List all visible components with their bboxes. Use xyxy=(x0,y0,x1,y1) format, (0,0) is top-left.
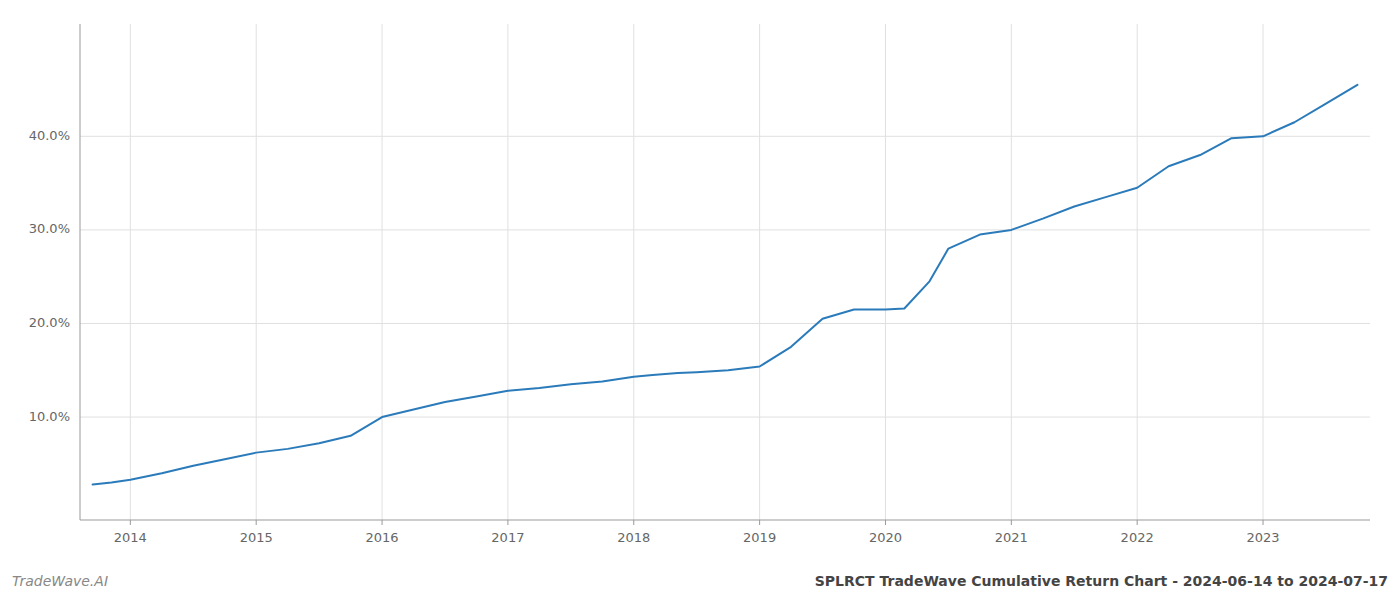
x-tick-label: 2016 xyxy=(366,530,399,545)
y-tick-label: 40.0% xyxy=(29,128,70,143)
x-axis-line xyxy=(80,520,1370,521)
x-tick-label: 2021 xyxy=(995,530,1028,545)
x-grid-line xyxy=(633,24,634,520)
y-tick-label: 10.0% xyxy=(29,409,70,424)
x-grid-line xyxy=(1137,24,1138,520)
x-tick-label: 2018 xyxy=(617,530,650,545)
x-grid-line xyxy=(1011,24,1012,520)
grid xyxy=(80,24,1370,520)
y-tick-label: 20.0% xyxy=(29,315,70,330)
x-tick-label: 2023 xyxy=(1246,530,1279,545)
x-tick xyxy=(507,520,508,525)
x-grid-line xyxy=(382,24,383,520)
x-grid-line xyxy=(507,24,508,520)
x-grid-line xyxy=(256,24,257,520)
y-grid-line xyxy=(80,136,1370,137)
y-grid-line xyxy=(80,417,1370,418)
x-tick xyxy=(1137,520,1138,525)
x-grid-line xyxy=(759,24,760,520)
watermark: TradeWave.AI xyxy=(12,573,108,589)
x-tick xyxy=(130,520,131,525)
x-tick xyxy=(885,520,886,525)
x-tick xyxy=(759,520,760,525)
x-grid-line xyxy=(885,24,886,520)
data-group xyxy=(93,85,1358,485)
y-grid-line xyxy=(80,229,1370,230)
x-tick xyxy=(1011,520,1012,525)
x-tick-label: 2019 xyxy=(743,530,776,545)
x-grid-line xyxy=(1263,24,1264,520)
x-tick xyxy=(256,520,257,525)
x-tick-label: 2015 xyxy=(240,530,273,545)
x-tick-label: 2014 xyxy=(114,530,147,545)
cumulative-return-line xyxy=(93,85,1358,485)
axes: 10.0% 20.0% 30.0% 40.0% 2014 2015 2016 2017 2018… xyxy=(29,24,1370,545)
x-tick xyxy=(1263,520,1264,525)
texts: TradeWave.AI SPLRCT TradeWave Cumulative … xyxy=(12,573,1388,589)
chart: 10.0% 20.0% 30.0% 40.0% 2014 2015 2016 2017 2018… xyxy=(0,0,1400,600)
x-tick xyxy=(382,520,383,525)
title: SPLRCT TradeWave Cumulative Return Chart… xyxy=(815,573,1388,589)
y-tick-label: 30.0% xyxy=(29,221,70,236)
x-tick-label: 2020 xyxy=(869,530,902,545)
y-grid-line xyxy=(80,323,1370,324)
x-tick-label: 2017 xyxy=(491,530,524,545)
x-grid-line xyxy=(130,24,131,520)
y-axis-line xyxy=(80,24,81,520)
x-tick xyxy=(633,520,634,525)
x-tick-label: 2022 xyxy=(1121,530,1154,545)
